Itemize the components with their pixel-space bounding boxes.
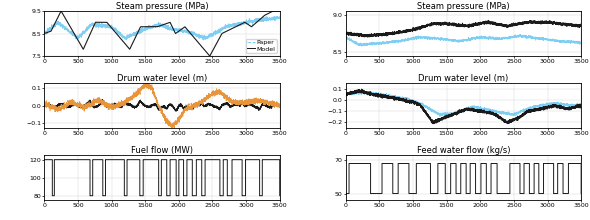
- Title: Drum water level (m): Drum water level (m): [117, 74, 207, 83]
- Title: Steam pressure (MPa): Steam pressure (MPa): [116, 2, 208, 11]
- Title: Feed water flow (kg/s): Feed water flow (kg/s): [417, 146, 510, 155]
- Title: Drum water level (m): Drum water level (m): [418, 74, 509, 83]
- Title: Steam pressure (MPa): Steam pressure (MPa): [417, 2, 510, 11]
- Legend: Paper, Model: Paper, Model: [246, 39, 277, 53]
- Title: Fuel flow (MW): Fuel flow (MW): [131, 146, 193, 155]
